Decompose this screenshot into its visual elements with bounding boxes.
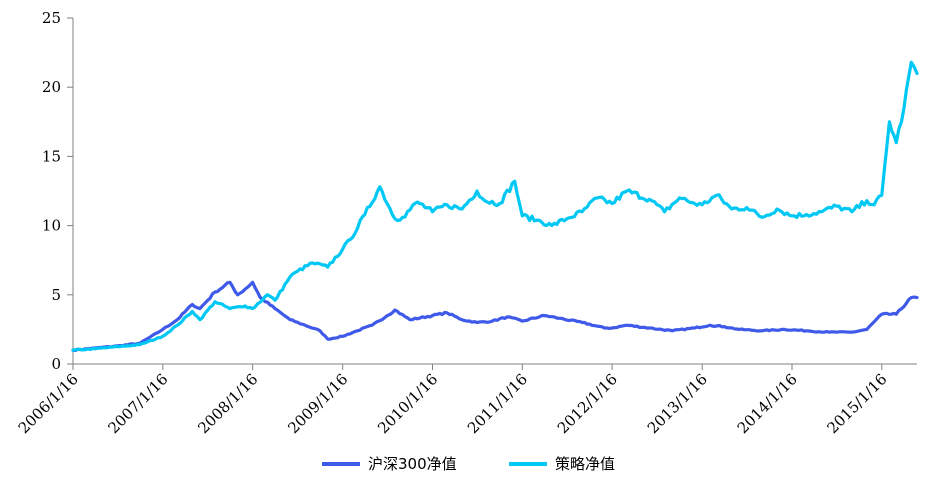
x-tick-label: 2015/1/16 [824,370,891,437]
x-axis: 2006/1/16 2007/1/16 2008/1/16 2009/1/16 2010… [15,363,917,437]
x-tick-label: 2009/1/16 [284,370,351,437]
x-tick-label: 2008/1/16 [194,370,261,437]
y-tick-label: 15 [42,147,61,165]
legend-label-strategy: 策略净值 [555,455,615,473]
legend: 沪深300净值 策略净值 [322,455,615,473]
x-tick-label: 2007/1/16 [105,370,172,437]
x-tick-label: 2012/1/16 [554,370,621,437]
y-tick-label: 20 [42,78,61,96]
series-line-strategy [71,60,919,352]
y-tick-label: 0 [51,355,61,373]
y-tick-label: 25 [42,9,61,27]
legend-label-hs300: 沪深300净值 [368,455,457,473]
x-tick-label: 2010/1/16 [374,370,441,437]
x-tick-label: 2006/1/16 [15,370,82,437]
series-line-hs300 [71,280,919,353]
x-tick-label: 2014/1/16 [734,370,801,437]
x-tick-label: 2011/1/16 [464,370,531,437]
y-tick-label: 10 [42,217,61,235]
x-tick-label: 2013/1/16 [644,370,711,437]
plot-area [71,60,919,353]
y-tick-label: 5 [51,286,61,304]
y-axis: 0 5 10 15 20 25 [42,9,74,373]
